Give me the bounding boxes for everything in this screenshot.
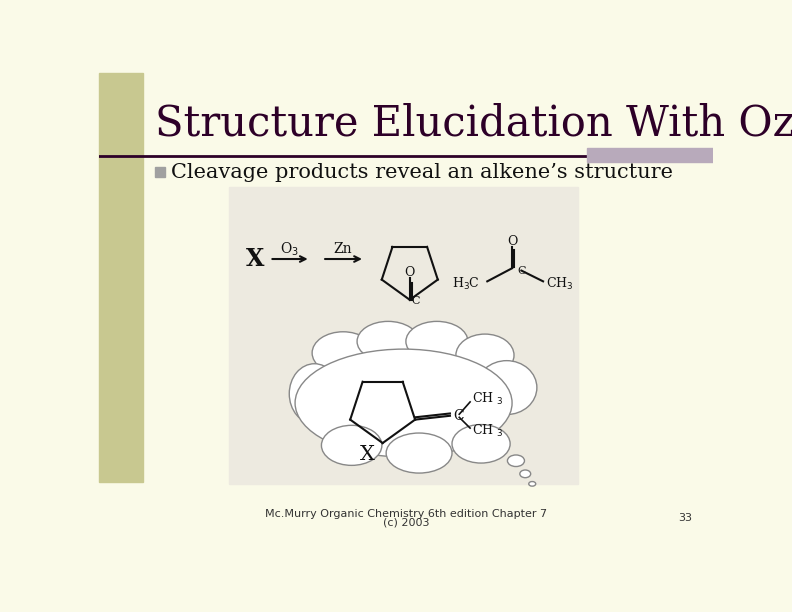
Text: O: O bbox=[405, 266, 415, 278]
Ellipse shape bbox=[508, 455, 524, 466]
Text: CH $_{3}$: CH $_{3}$ bbox=[472, 391, 503, 407]
Ellipse shape bbox=[452, 425, 510, 463]
Text: O: O bbox=[508, 235, 518, 248]
Bar bbox=[229, 187, 578, 484]
Text: Structure Elucidation With Ozone: Structure Elucidation With Ozone bbox=[154, 102, 792, 144]
Ellipse shape bbox=[357, 321, 419, 362]
Ellipse shape bbox=[406, 321, 468, 362]
Ellipse shape bbox=[289, 364, 340, 424]
Text: C: C bbox=[411, 296, 420, 307]
Text: O$_3$: O$_3$ bbox=[280, 241, 299, 258]
Ellipse shape bbox=[520, 470, 531, 478]
Text: (c) 2003: (c) 2003 bbox=[383, 517, 429, 528]
Ellipse shape bbox=[386, 433, 452, 473]
Ellipse shape bbox=[312, 332, 374, 374]
Text: H$_3$C: H$_3$C bbox=[451, 277, 479, 293]
Bar bbox=[154, 167, 165, 177]
Ellipse shape bbox=[295, 349, 512, 457]
Text: Mc.Murry Organic Chemistry 6th edition Chapter 7: Mc.Murry Organic Chemistry 6th edition C… bbox=[265, 509, 547, 519]
Text: Zn: Zn bbox=[333, 242, 352, 256]
Ellipse shape bbox=[477, 360, 537, 414]
Bar bbox=[587, 148, 713, 162]
Text: C: C bbox=[517, 266, 526, 275]
Text: X: X bbox=[246, 247, 265, 271]
Text: 33: 33 bbox=[678, 513, 692, 523]
Bar bbox=[99, 73, 143, 482]
Text: Cleavage products reveal an alkene’s structure: Cleavage products reveal an alkene’s str… bbox=[171, 163, 673, 182]
Text: X: X bbox=[360, 445, 375, 464]
Text: CH $_{3}$: CH $_{3}$ bbox=[472, 423, 503, 439]
Text: C: C bbox=[453, 409, 463, 423]
Ellipse shape bbox=[322, 425, 382, 465]
Ellipse shape bbox=[456, 334, 514, 376]
Ellipse shape bbox=[529, 482, 535, 486]
Text: CH$_3$: CH$_3$ bbox=[546, 277, 573, 293]
